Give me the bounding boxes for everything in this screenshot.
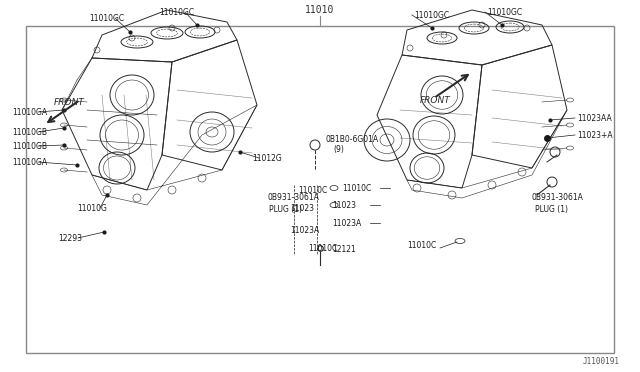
Text: PLUG (1): PLUG (1) — [535, 205, 568, 214]
Bar — [26, 26, 614, 353]
Text: 12121: 12121 — [332, 245, 356, 254]
Text: 11023: 11023 — [290, 203, 314, 212]
Text: 11023A: 11023A — [332, 218, 361, 228]
Text: 11010GB: 11010GB — [13, 128, 47, 137]
Text: 11010GA: 11010GA — [12, 157, 47, 167]
Text: 11010C: 11010C — [342, 183, 371, 192]
Text: 12293: 12293 — [58, 234, 82, 243]
Text: 11010GC: 11010GC — [159, 7, 195, 16]
Text: (9): (9) — [333, 145, 344, 154]
Text: 11010: 11010 — [305, 5, 335, 15]
Text: 11023A: 11023A — [290, 225, 319, 234]
Text: FRONT: FRONT — [420, 96, 451, 105]
Text: 11023AA: 11023AA — [577, 113, 612, 122]
Text: 0B931-3061A: 0B931-3061A — [532, 193, 584, 202]
Text: 11010GB: 11010GB — [13, 141, 47, 151]
Text: 0B931-3061A: 0B931-3061A — [267, 193, 319, 202]
Text: 11010GC: 11010GC — [487, 7, 522, 16]
Text: 0B1B0-6G01A: 0B1B0-6G01A — [325, 135, 378, 144]
Text: 11010C: 11010C — [298, 186, 327, 195]
Text: 11010GC: 11010GC — [414, 10, 449, 19]
Text: 11023: 11023 — [332, 201, 356, 209]
Text: 11010G: 11010G — [77, 203, 107, 212]
Text: 11023+A: 11023+A — [577, 131, 612, 140]
Text: FRONT: FRONT — [54, 97, 84, 106]
Text: PLUG (1): PLUG (1) — [269, 205, 302, 214]
Text: J1100191: J1100191 — [583, 357, 620, 366]
Text: 11010C: 11010C — [308, 244, 337, 253]
Text: 11010C: 11010C — [407, 241, 436, 250]
Text: 11010GA: 11010GA — [12, 108, 47, 116]
Text: 11012G: 11012G — [252, 154, 282, 163]
Text: 11010GC: 11010GC — [90, 13, 125, 22]
